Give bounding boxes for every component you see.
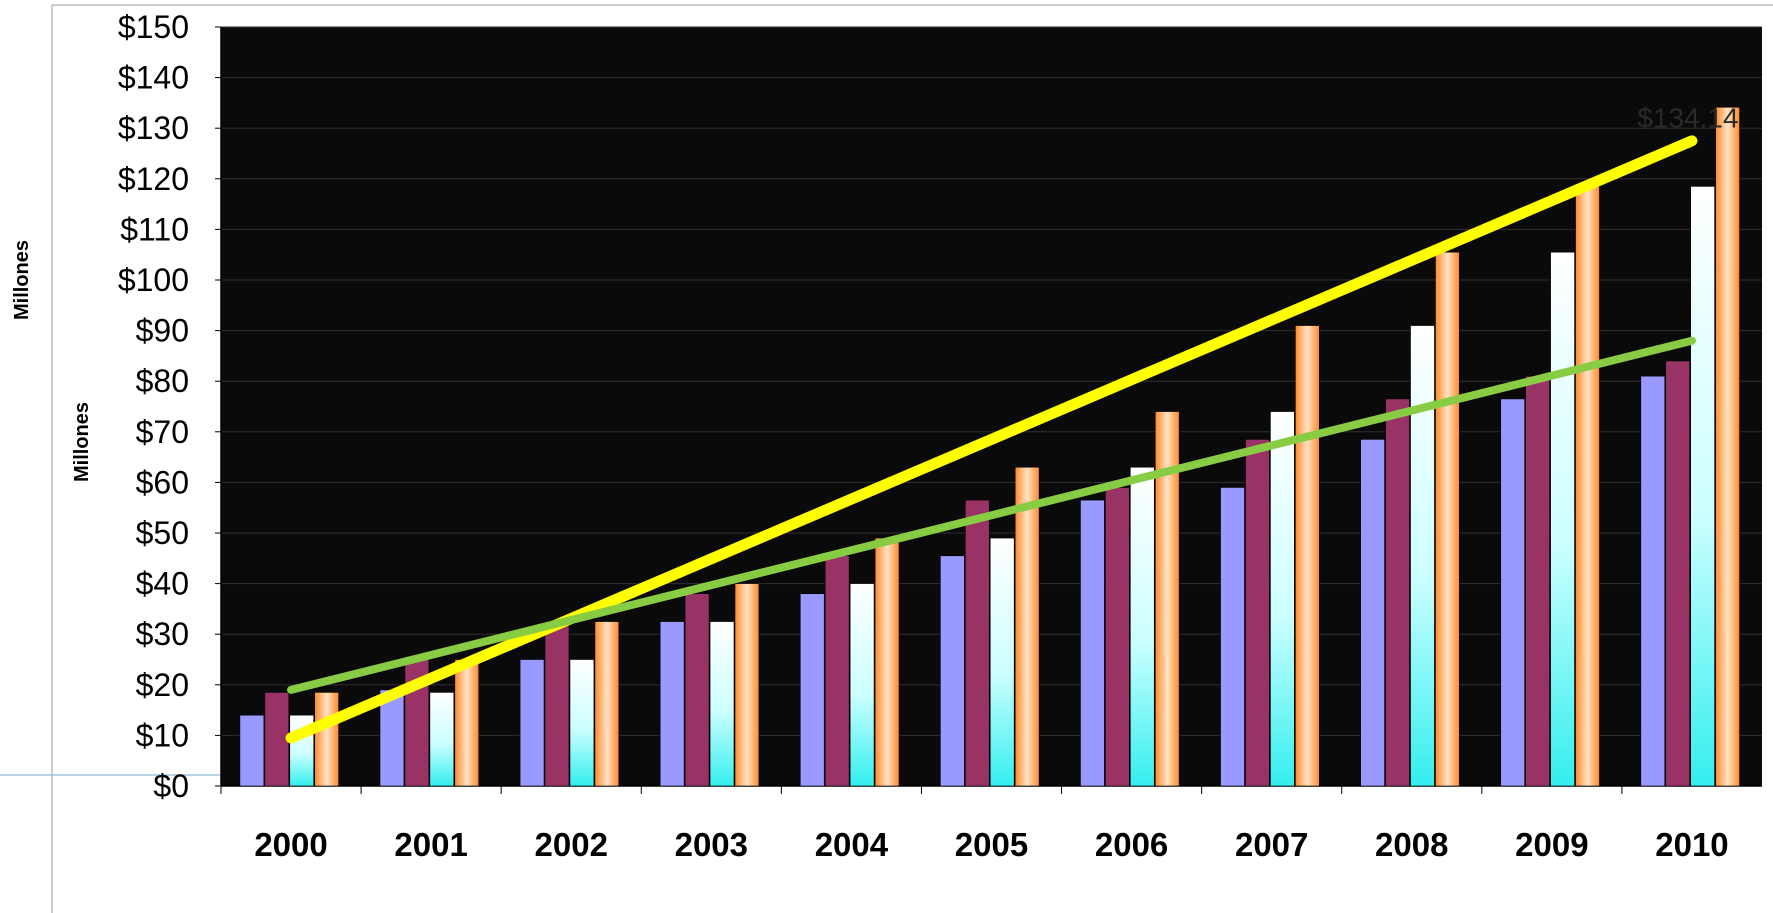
x-tick-label-2005: 2005 <box>955 826 1028 863</box>
bar-2007-series-4 <box>1295 325 1320 787</box>
y-tick-label: $100 <box>118 262 189 298</box>
y-tick-label: $0 <box>153 768 189 804</box>
bar-2009-series-4 <box>1575 186 1600 787</box>
y-tick-label: $60 <box>136 464 189 500</box>
bar-2009-series-1 <box>1500 398 1525 787</box>
x-tick-label-2008: 2008 <box>1375 826 1448 863</box>
bar-2008-series-1 <box>1360 439 1385 787</box>
x-tick-label-2009: 2009 <box>1515 826 1588 863</box>
bar-2009-series-3 <box>1550 251 1575 787</box>
bar-2005-series-2 <box>965 499 990 787</box>
y-tick-label: $120 <box>118 161 189 197</box>
bar-2003-series-1 <box>659 621 685 787</box>
y-tick-label: $40 <box>136 566 189 602</box>
bar-2009-series-2 <box>1525 375 1550 787</box>
trendline-2 <box>287 336 1696 694</box>
bar-2003-series-4 <box>734 583 760 787</box>
bar-2002-series-4 <box>594 621 620 787</box>
bar-2008-series-2 <box>1385 398 1410 787</box>
bar-2005-series-3 <box>989 537 1015 787</box>
bar-2010-series-1 <box>1640 375 1666 787</box>
bar-2005-series-4 <box>1014 466 1040 787</box>
bar-2002-series-2 <box>544 621 570 787</box>
bar-2010-series-2 <box>1665 360 1690 787</box>
bar-2010-series-4 <box>1715 106 1740 787</box>
y-tick-label: $90 <box>136 313 189 349</box>
bar-2000-series-1 <box>239 714 265 787</box>
x-tick-label-2003: 2003 <box>675 826 748 863</box>
x-tick-label-2004: 2004 <box>815 826 889 863</box>
bar-2006-series-3 <box>1130 466 1155 787</box>
bar-2002-series-1 <box>519 659 545 787</box>
y-tick-label: $70 <box>136 414 189 450</box>
y-tick-label: $110 <box>120 211 189 247</box>
bar-2005-series-1 <box>940 555 965 787</box>
y-tick-label: $10 <box>136 717 189 753</box>
bar-2000-series-2 <box>264 692 290 787</box>
y-tick-label: $140 <box>118 60 189 96</box>
y-tick-label: $30 <box>136 616 189 652</box>
bar-2000-series-4 <box>314 692 339 787</box>
x-tick-label-2002: 2002 <box>535 826 608 863</box>
bar-2007-series-2 <box>1245 439 1270 787</box>
bar-2006-series-4 <box>1154 411 1180 787</box>
bar-2002-series-3 <box>569 659 595 787</box>
chart-marks: 2000 2001 2002 2003 2004 2005 2006 2007 2008 2009… <box>239 102 1740 863</box>
y-tick-label: $130 <box>118 110 189 146</box>
y-tick-label: $20 <box>136 667 189 703</box>
x-tick-label-2007: 2007 <box>1235 826 1308 863</box>
bar-2006-series-1 <box>1080 499 1105 787</box>
y-axis-label: Millones <box>71 402 93 483</box>
y-tick-label: $50 <box>136 515 189 551</box>
bar-2004-series-4 <box>874 537 900 787</box>
bar-2004-series-3 <box>849 583 875 787</box>
bar-2006-series-2 <box>1105 487 1130 787</box>
data-label-2010: $134.14 <box>1637 102 1738 133</box>
bar-2001-series-3 <box>429 692 455 787</box>
bar-2003-series-2 <box>684 593 710 787</box>
bar-2001-series-4 <box>454 659 480 787</box>
y-tick-label: $80 <box>136 363 189 399</box>
bar-2007-series-1 <box>1220 487 1245 787</box>
bar-2008-series-4 <box>1435 251 1460 787</box>
trendline-1 <box>285 135 1698 744</box>
y-axis-label-outer: Millones <box>11 240 33 321</box>
x-tick-label-2010: 2010 <box>1655 826 1728 863</box>
x-tick-label-2006: 2006 <box>1095 826 1168 863</box>
x-tick-label-2000: 2000 <box>254 826 327 863</box>
y-tick-label: $150 <box>118 9 189 45</box>
bar-2004-series-1 <box>799 593 825 787</box>
bar-2008-series-3 <box>1410 325 1435 787</box>
bar-2003-series-3 <box>709 621 735 787</box>
bar-2007-series-3 <box>1270 411 1295 787</box>
bar-2010-series-3 <box>1690 186 1715 787</box>
bar-2004-series-2 <box>824 555 850 787</box>
x-tick-label-2001: 2001 <box>394 826 467 863</box>
